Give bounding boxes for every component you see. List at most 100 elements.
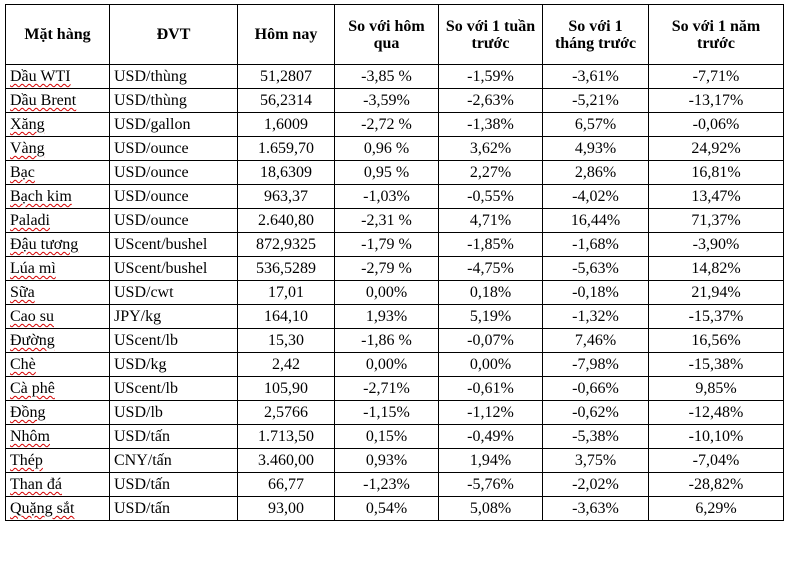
table-row: Chè USD/kg 2,42 0,00% 0,00% -7,98% -15,38% [5, 352, 784, 377]
cell-item: Nhôm [5, 424, 110, 449]
cell-item: Than đá [5, 472, 110, 497]
cell-today: 105,90 [237, 376, 335, 401]
cell-vs-year: -28,82% [648, 472, 784, 497]
cell-item: Xăng [5, 112, 110, 137]
table-row: Than đá USD/tấn 66,77 -1,23% -5,76% -2,02% -28… [5, 472, 784, 497]
table-row: Lúa mì UScent/bushel 536,5289 -2,79 % -4,75%… [5, 256, 784, 281]
cell-vs-yesterday: -2,31 % [334, 208, 439, 233]
cell-vs-year: -3,90% [648, 232, 784, 257]
header-vs-month: So với 1 tháng trước [542, 4, 649, 65]
cell-vs-month: -5,38% [542, 424, 649, 449]
table-row: Sữa USD/cwt 17,01 0,00% 0,18% -0,18% 21,94% [5, 280, 784, 305]
cell-vs-year: 24,92% [648, 136, 784, 161]
cell-item: Dầu Brent [5, 88, 110, 113]
cell-today: 2,5766 [237, 400, 335, 425]
header-today: Hôm nay [237, 4, 335, 65]
cell-item: Chè [5, 352, 110, 377]
cell-vs-month: -2,02% [542, 472, 649, 497]
table-row: Vàng USD/ounce 1.659,70 0,96 % 3,62% 4,93% 24,… [5, 136, 784, 161]
cell-item: Đường [5, 328, 110, 353]
cell-item: Vàng [5, 136, 110, 161]
cell-unit: UScent/bushel [109, 232, 238, 257]
cell-today: 2,42 [237, 352, 335, 377]
cell-vs-month: -5,63% [542, 256, 649, 281]
cell-vs-yesterday: -1,79 % [334, 232, 439, 257]
cell-vs-month: -3,61% [542, 64, 649, 89]
cell-vs-yesterday: 0,54% [334, 496, 439, 521]
cell-item: Bạc [5, 160, 110, 185]
cell-vs-month: -7,98% [542, 352, 649, 377]
header-vs-week: So với 1 tuần trước [438, 4, 543, 65]
header-vs-year: So với 1 năm trước [648, 4, 784, 65]
cell-vs-week: 0,18% [438, 280, 543, 305]
cell-vs-month: -5,21% [542, 88, 649, 113]
cell-vs-year: 21,94% [648, 280, 784, 305]
table-row: Nhôm USD/tấn 1.713,50 0,15% -0,49% -5,38% -10,… [5, 424, 784, 449]
header-vs-yesterday: So với hôm qua [334, 4, 439, 65]
cell-vs-week: 5,08% [438, 496, 543, 521]
table-body: Dầu WTI USD/thùng 51,2807 -3,85 % -1,59% -3,6… [5, 64, 784, 521]
cell-vs-week: -4,75% [438, 256, 543, 281]
cell-today: 56,2314 [237, 88, 335, 113]
cell-vs-year: -15,38% [648, 352, 784, 377]
cell-today: 536,5289 [237, 256, 335, 281]
cell-vs-week: 1,94% [438, 448, 543, 473]
cell-vs-year: -12,48% [648, 400, 784, 425]
cell-vs-week: 4,71% [438, 208, 543, 233]
cell-vs-yesterday: -3,85 % [334, 64, 439, 89]
cell-vs-yesterday: -3,59% [334, 88, 439, 113]
cell-today: 15,30 [237, 328, 335, 353]
cell-unit: USD/tấn [109, 424, 238, 449]
cell-vs-yesterday: 0,00% [334, 352, 439, 377]
cell-vs-month: -1,32% [542, 304, 649, 329]
cell-item: Dầu WTI [5, 64, 110, 89]
commodity-price-table: Mặt hàng ĐVT Hôm nay So với hôm qua So v… [5, 4, 784, 521]
table-row: Quặng sắt USD/tấn 93,00 0,54% 5,08% -3,63% 6,2… [5, 496, 784, 521]
cell-vs-year: -7,04% [648, 448, 784, 473]
cell-vs-month: 3,75% [542, 448, 649, 473]
cell-item: Đồng [5, 400, 110, 425]
table-row: Dầu WTI USD/thùng 51,2807 -3,85 % -1,59% -3,6… [5, 64, 784, 89]
table-row: Bạch kim USD/ounce 963,37 -1,03% -0,55% -4,02… [5, 184, 784, 209]
cell-vs-week: -1,38% [438, 112, 543, 137]
cell-vs-month: 4,93% [542, 136, 649, 161]
cell-vs-yesterday: -1,03% [334, 184, 439, 209]
cell-unit: USD/cwt [109, 280, 238, 305]
table-row: Bạc USD/ounce 18,6309 0,95 % 2,27% 2,86% 16,81… [5, 160, 784, 185]
cell-vs-week: -1,12% [438, 400, 543, 425]
table-row: Dầu Brent USD/thùng 56,2314 -3,59% -2,63% -5,… [5, 88, 784, 113]
cell-vs-month: 16,44% [542, 208, 649, 233]
header-row: Mặt hàng ĐVT Hôm nay So với hôm qua So v… [5, 4, 784, 65]
cell-unit: USD/ounce [109, 160, 238, 185]
cell-vs-month: -0,66% [542, 376, 649, 401]
cell-vs-yesterday: -1,86 % [334, 328, 439, 353]
cell-item: Lúa mì [5, 256, 110, 281]
cell-vs-month: -4,02% [542, 184, 649, 209]
cell-today: 3.460,00 [237, 448, 335, 473]
cell-today: 51,2807 [237, 64, 335, 89]
cell-unit: UScent/bushel [109, 256, 238, 281]
cell-vs-week: -0,61% [438, 376, 543, 401]
cell-vs-yesterday: 0,93% [334, 448, 439, 473]
cell-today: 164,10 [237, 304, 335, 329]
cell-vs-year: 14,82% [648, 256, 784, 281]
cell-vs-year: 9,85% [648, 376, 784, 401]
cell-vs-yesterday: 0,15% [334, 424, 439, 449]
cell-vs-year: 13,47% [648, 184, 784, 209]
cell-item: Thép [5, 448, 110, 473]
cell-vs-month: 2,86% [542, 160, 649, 185]
cell-vs-year: -7,71% [648, 64, 784, 89]
cell-vs-yesterday: 0,00% [334, 280, 439, 305]
cell-today: 1.713,50 [237, 424, 335, 449]
cell-vs-yesterday: -1,23% [334, 472, 439, 497]
cell-unit: USD/tấn [109, 496, 238, 521]
cell-vs-yesterday: -2,72 % [334, 112, 439, 137]
cell-unit: UScent/lb [109, 328, 238, 353]
cell-vs-year: 16,56% [648, 328, 784, 353]
cell-item: Paladi [5, 208, 110, 233]
cell-vs-month: -3,63% [542, 496, 649, 521]
table-row: Xăng USD/gallon 1,6009 -2,72 % -1,38% 6,57% -0… [5, 112, 784, 137]
cell-vs-yesterday: 0,96 % [334, 136, 439, 161]
cell-today: 18,6309 [237, 160, 335, 185]
table-row: Đậu tương UScent/bushel 872,9325 -1,79 % -1,… [5, 232, 784, 257]
